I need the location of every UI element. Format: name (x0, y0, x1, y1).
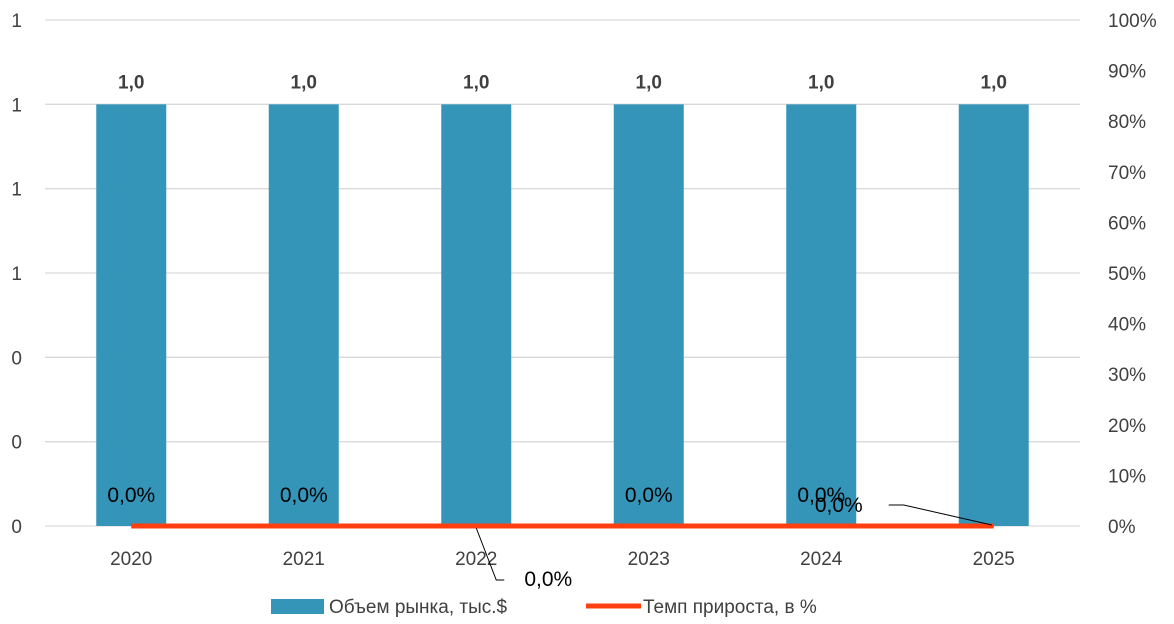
legend-label-market-volume: Объем рынка, тыс.$ (329, 597, 508, 618)
growth-data-label: 0,0% (815, 494, 863, 517)
growth-label-leader (888, 504, 992, 526)
bar-data-label: 1,0 (291, 72, 317, 93)
bar (268, 104, 339, 526)
left-axis-tick-label: 1 (11, 11, 22, 32)
left-axis-tick-label: 1 (11, 264, 22, 285)
right-axis-tick-label: 10% (1108, 466, 1146, 487)
bar (96, 104, 167, 526)
right-axis-tick-label: 100% (1108, 11, 1157, 32)
x-axis-tick-label: 2024 (800, 549, 843, 570)
right-axis-tick-label: 0% (1108, 517, 1136, 538)
bar (786, 104, 857, 526)
growth-data-label: 0,0% (280, 484, 328, 507)
left-axis-tick-label: 0 (11, 348, 22, 369)
right-axis-tick-label: 80% (1108, 112, 1146, 133)
right-axis-tick-label: 70% (1108, 163, 1146, 184)
x-axis-tick-label: 2021 (283, 549, 325, 570)
right-axis-tick-label: 90% (1108, 62, 1146, 83)
bar-data-label: 1,0 (981, 72, 1007, 93)
right-axis-tick-label: 60% (1108, 213, 1146, 234)
growth-data-label: 0,0% (524, 568, 572, 591)
bar (958, 104, 1029, 526)
right-axis-tick-label: 20% (1108, 416, 1146, 437)
growth-data-label: 0,0% (107, 484, 155, 507)
right-axis-tick-label: 40% (1108, 315, 1146, 336)
right-axis-tick-label: 30% (1108, 365, 1146, 386)
growth-label-leader (475, 527, 505, 581)
bar-data-label: 1,0 (463, 72, 489, 93)
bar-data-label: 1,0 (636, 72, 662, 93)
x-axis-tick-label: 2023 (628, 549, 670, 570)
bar (613, 104, 684, 526)
left-axis-tick-label: 1 (11, 180, 22, 201)
x-axis-tick-label: 2025 (973, 549, 1015, 570)
left-axis-tick-label: 0 (11, 517, 22, 538)
bar (441, 104, 512, 526)
right-axis-tick-label: 50% (1108, 264, 1146, 285)
x-axis-tick-label: 2020 (110, 549, 152, 570)
bar-data-label: 1,0 (118, 72, 144, 93)
left-axis-tick-label: 0 (11, 433, 22, 454)
growth-data-label: 0,0% (797, 484, 845, 507)
legend-label-growth-rate: Темп прироста, в % (643, 597, 817, 618)
legend-swatch-market-volume (271, 599, 324, 614)
left-axis-tick-label: 1 (11, 95, 22, 116)
growth-data-label: 0,0% (625, 484, 673, 507)
bar-data-label: 1,0 (808, 72, 834, 93)
